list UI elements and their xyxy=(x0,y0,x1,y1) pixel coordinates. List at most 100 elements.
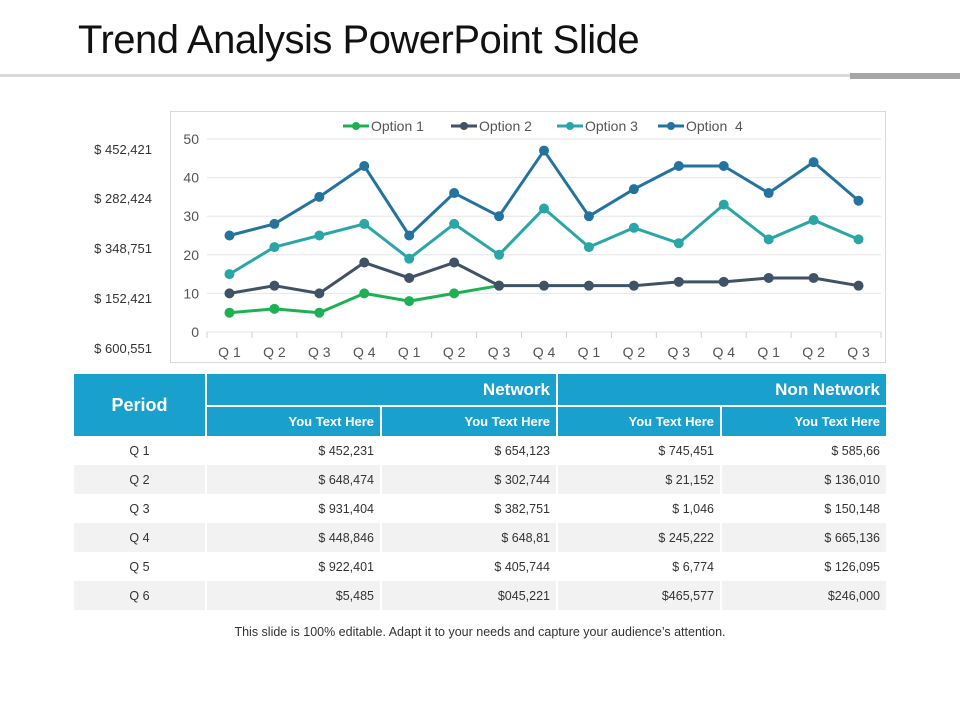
value-cell: $5,485 xyxy=(207,581,382,610)
side-label: $ 452,421 xyxy=(94,142,152,157)
legend-label: Option 1 xyxy=(371,118,424,134)
table-row: Q 6 $5,485 $045,221 $465,577 $246,000 xyxy=(74,581,886,610)
data-point xyxy=(404,253,415,264)
table-row: Q 2 $ 648,474 $ 302,744 $ 21,152 $ 136,0… xyxy=(74,465,886,494)
x-tick-label: Q 2 xyxy=(263,344,286,360)
data-point xyxy=(224,307,235,318)
value-cell: $ 6,774 xyxy=(558,552,722,581)
data-point xyxy=(808,272,819,283)
value-cell: $ 452,231 xyxy=(207,436,382,465)
data-point xyxy=(673,276,684,287)
period-cell: Q 2 xyxy=(74,465,207,494)
value-cell: $ 665,136 xyxy=(722,523,886,552)
data-point xyxy=(404,272,415,283)
data-table: Period Network Non Network You Text Here… xyxy=(74,374,886,610)
y-tick-label: 40 xyxy=(183,170,199,186)
data-point xyxy=(494,280,505,291)
sub-header: You Text Here xyxy=(722,407,886,436)
non-network-header: Non Network xyxy=(558,374,886,407)
period-cell: Q 3 xyxy=(74,494,207,523)
line-chart: 0 10 20 30 40 50 Q 1 Q 2 Q 3 Q 4 Q 1 Q 2 Q 3 Q 4 Q 1 Q … xyxy=(170,111,886,363)
value-cell: $ 150,148 xyxy=(722,494,886,523)
x-tick-label: Q 1 xyxy=(398,344,421,360)
slide-title: Trend Analysis PowerPoint Slide xyxy=(78,18,640,62)
value-cell: $246,000 xyxy=(722,581,886,610)
data-point xyxy=(808,215,819,226)
title-divider xyxy=(0,74,960,77)
data-point xyxy=(359,288,370,299)
data-point xyxy=(449,188,460,199)
sub-header: You Text Here xyxy=(207,407,382,436)
legend-swatch-marker xyxy=(460,122,468,130)
x-tick-label: Q 4 xyxy=(353,344,376,360)
x-tick-label: Q 1 xyxy=(757,344,780,360)
period-cell: Q 1 xyxy=(74,436,207,465)
data-point xyxy=(583,280,594,291)
value-cell: $ 745,451 xyxy=(558,436,722,465)
data-point xyxy=(718,199,729,210)
x-tick-label: Q 3 xyxy=(668,344,691,360)
side-label: $ 282,424 xyxy=(94,191,152,206)
value-cell: $ 922,401 xyxy=(207,552,382,581)
period-cell: Q 4 xyxy=(74,523,207,552)
side-label: $ 600,551 xyxy=(94,341,152,356)
data-point xyxy=(718,161,729,172)
data-point xyxy=(314,191,325,202)
data-point xyxy=(673,161,684,172)
x-tick-label: Q 2 xyxy=(802,344,825,360)
data-point xyxy=(269,218,280,229)
table-row: Q 1 $ 452,231 $ 654,123 $ 745,451 $ 585,… xyxy=(74,436,886,465)
y-tick-label: 30 xyxy=(183,208,199,224)
y-tick-label: 20 xyxy=(183,247,199,263)
data-point xyxy=(583,211,594,222)
data-point xyxy=(449,288,460,299)
y-tick-label: 0 xyxy=(191,324,199,340)
value-cell: $ 585,66 xyxy=(722,436,886,465)
legend-swatch-marker xyxy=(352,122,360,130)
value-cell: $ 405,744 xyxy=(382,552,558,581)
data-point xyxy=(359,218,370,229)
data-point xyxy=(763,272,774,283)
value-cell: $ 382,751 xyxy=(382,494,558,523)
x-tick-label: Q 2 xyxy=(623,344,646,360)
side-label: $ 348,751 xyxy=(94,241,152,256)
x-tick-label: Q 1 xyxy=(218,344,241,360)
legend-swatch-marker xyxy=(566,122,574,130)
data-point xyxy=(224,230,235,241)
value-cell: $ 302,744 xyxy=(382,465,558,494)
value-cell: $ 126,095 xyxy=(722,552,886,581)
value-cell: $ 21,152 xyxy=(558,465,722,494)
value-cell: $ 648,474 xyxy=(207,465,382,494)
title-divider-accent xyxy=(850,73,960,79)
legend-label: Option 2 xyxy=(479,118,532,134)
data-point xyxy=(628,280,639,291)
value-cell: $ 245,222 xyxy=(558,523,722,552)
value-cell: $ 448,846 xyxy=(207,523,382,552)
data-point xyxy=(269,242,280,253)
data-point xyxy=(539,280,549,291)
period-header: Period xyxy=(74,374,207,436)
data-point xyxy=(763,234,774,245)
data-point xyxy=(628,184,639,195)
value-cell: $ 654,123 xyxy=(382,436,558,465)
data-point xyxy=(314,307,325,318)
side-label: $ 152,421 xyxy=(94,291,152,306)
data-point xyxy=(539,203,549,214)
table-row: Q 3 $ 931,404 $ 382,751 $ 1,046 $ 150,14… xyxy=(74,494,886,523)
value-cell: $ 1,046 xyxy=(558,494,722,523)
data-point xyxy=(404,296,415,307)
x-tick-label: Q 3 xyxy=(847,344,870,360)
x-tick-label: Q 4 xyxy=(712,344,735,360)
value-cell: $465,577 xyxy=(558,581,722,610)
legend-swatch-marker xyxy=(667,122,675,130)
data-point xyxy=(583,242,594,253)
data-point xyxy=(763,188,774,199)
x-tick-label: Q 4 xyxy=(533,344,556,360)
legend-label: Option 4 xyxy=(686,118,743,134)
period-cell: Q 5 xyxy=(74,552,207,581)
data-point xyxy=(359,161,370,172)
data-point xyxy=(853,195,864,206)
data-point xyxy=(808,157,819,168)
data-point xyxy=(269,303,280,314)
data-point xyxy=(628,222,639,233)
